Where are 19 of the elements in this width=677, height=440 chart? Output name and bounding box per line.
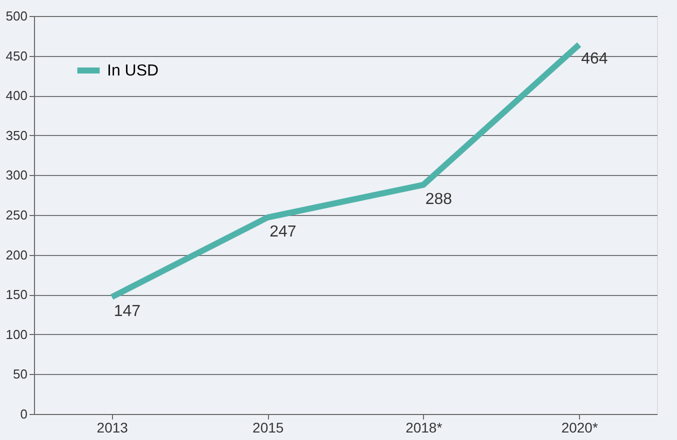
data-label: 288 [425, 190, 452, 208]
y-tick-label: 0 [20, 406, 28, 422]
y-tick-label: 350 [6, 128, 28, 143]
y-tick-label: 300 [6, 168, 28, 183]
legend-label: In USD [107, 62, 159, 80]
x-tick-label: 2015 [252, 420, 284, 436]
x-tick-label: 2020* [561, 420, 598, 436]
data-label: 147 [114, 302, 141, 320]
x-tick-label: 2018* [406, 420, 443, 436]
y-tick-label: 50 [13, 366, 28, 382]
y-tick-label: 200 [6, 247, 28, 262]
y-tick-label: 400 [6, 88, 28, 104]
y-tick-label: 250 [6, 208, 28, 222]
y-tick-label: 100 [6, 326, 28, 342]
y-tick-label: 150 [6, 287, 28, 302]
x-tick-label: 2013 [96, 420, 128, 436]
y-tick-label: 450 [6, 48, 28, 64]
y-tick-label: 500 [6, 8, 28, 24]
data-label: 247 [270, 223, 296, 240]
